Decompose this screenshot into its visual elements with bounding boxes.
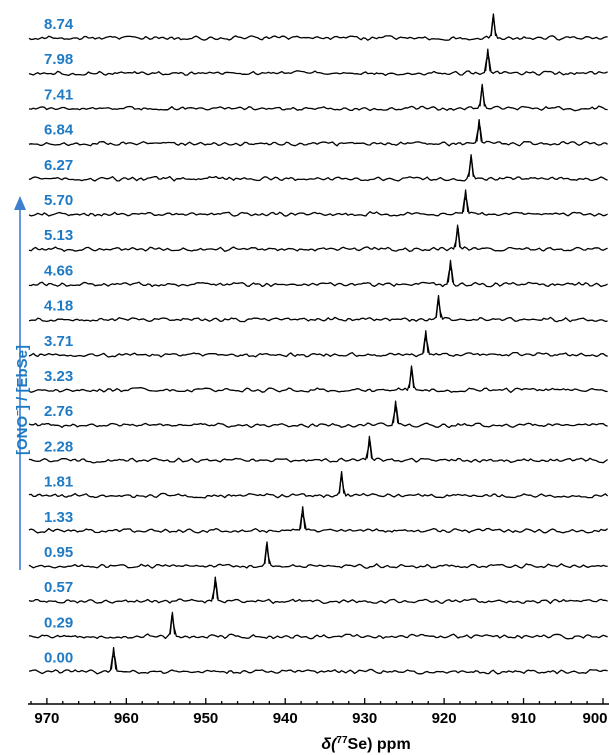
spectrum-trace (28, 513, 608, 534)
spectrum-peak (490, 13, 497, 37)
ratio-label: 4.66 (44, 262, 73, 279)
spectrum-trace (28, 473, 609, 499)
ratio-arrow-head (14, 196, 26, 210)
spectrum-peak (468, 154, 474, 177)
spectrum-peak (366, 435, 373, 459)
spectrum-peak (484, 48, 491, 72)
ratio-label: 4.18 (44, 298, 73, 315)
spectrum-peak (435, 294, 442, 318)
x-axis-title: δ(77Se) ppm (321, 735, 410, 753)
ratio-label: 0.57 (44, 579, 73, 596)
ratio-label: 3.71 (44, 333, 73, 350)
ratio-label: 1.33 (44, 509, 73, 526)
ratio-label: 0.00 (44, 650, 73, 667)
spectrum-trace (28, 581, 608, 605)
spectrum-peak (212, 576, 219, 600)
spectrum-trace (28, 227, 608, 253)
x-tick-label: 960 (114, 710, 139, 727)
ratio-label: 0.95 (44, 544, 73, 561)
ratio-label: 1.81 (44, 474, 73, 491)
spectrum-trace (28, 544, 608, 569)
x-tick-label: 950 (193, 710, 218, 727)
spectrum-peak (299, 506, 306, 529)
spectrum-peak (422, 330, 429, 353)
spectrum-trace (28, 406, 608, 429)
ratio-label: 8.74 (44, 16, 74, 33)
ratio-label: 6.84 (44, 122, 74, 139)
x-tick-label: 920 (432, 710, 457, 727)
ratio-label: 2.28 (44, 438, 73, 455)
x-tick-label: 900 (582, 710, 607, 727)
spectrum-peak (338, 470, 345, 494)
spectrum-peak (264, 541, 270, 565)
x-tick-label: 910 (511, 710, 536, 727)
spectrum-peak (169, 611, 176, 635)
spectrum-peak (462, 189, 469, 213)
x-tick-label: 930 (352, 710, 377, 727)
x-tick-label: 970 (34, 710, 59, 727)
spectrum-trace (28, 297, 608, 323)
ratio-labels: 8.74 7.98 7.41 6.84 6.27 5.70 5.13 4.66 4.18 3.71… (44, 16, 74, 667)
ratio-label: 5.13 (44, 227, 73, 244)
x-axis-ticks (30, 698, 604, 704)
spectrum-peak (447, 259, 454, 283)
spectrum-peak (408, 365, 415, 389)
spectrum-trace (28, 336, 608, 358)
spectrum-peak (454, 224, 461, 248)
spectrum-peak (110, 646, 117, 670)
spectrum-trace (28, 614, 608, 640)
spectrum-trace (28, 15, 608, 41)
spectrum-trace (28, 85, 608, 112)
ratio-label: 7.41 (44, 86, 73, 103)
ratio-label: 3.23 (44, 368, 73, 385)
spectrum-trace (28, 56, 608, 77)
ratio-label: 0.29 (44, 614, 73, 631)
spectrum-trace (28, 655, 608, 675)
spectrum-trace (28, 125, 608, 147)
spectrum-peak (392, 400, 399, 424)
spectrum-peak (476, 118, 482, 142)
ratio-label: 6.27 (44, 157, 73, 174)
ratio-label: 7.98 (44, 51, 73, 68)
x-tick-label: 940 (273, 710, 298, 727)
ratio-label: 2.76 (44, 403, 73, 420)
y-axis-title: [ONO−] / [EbSe] (13, 345, 31, 455)
spectrum-trace (28, 267, 608, 288)
spectrum-trace (28, 197, 608, 217)
x-axis-tick-labels: 970 960 950 940 930 920 910 900 (34, 710, 607, 727)
spectrum-trace (28, 440, 608, 464)
spectrum-trace (28, 155, 608, 182)
ratio-label: 5.70 (44, 192, 73, 209)
spectrum-peak (479, 83, 486, 107)
spectra-traces (28, 13, 609, 675)
spectrum-trace (28, 367, 608, 394)
